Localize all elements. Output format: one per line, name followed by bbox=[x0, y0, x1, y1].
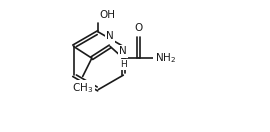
Text: H: H bbox=[120, 60, 127, 69]
Text: N: N bbox=[119, 46, 127, 56]
Text: O: O bbox=[135, 23, 143, 33]
Text: N: N bbox=[106, 31, 114, 41]
Text: OH: OH bbox=[99, 10, 115, 20]
Text: NH$_2$: NH$_2$ bbox=[154, 51, 176, 65]
Text: CH$_3$: CH$_3$ bbox=[72, 82, 93, 95]
